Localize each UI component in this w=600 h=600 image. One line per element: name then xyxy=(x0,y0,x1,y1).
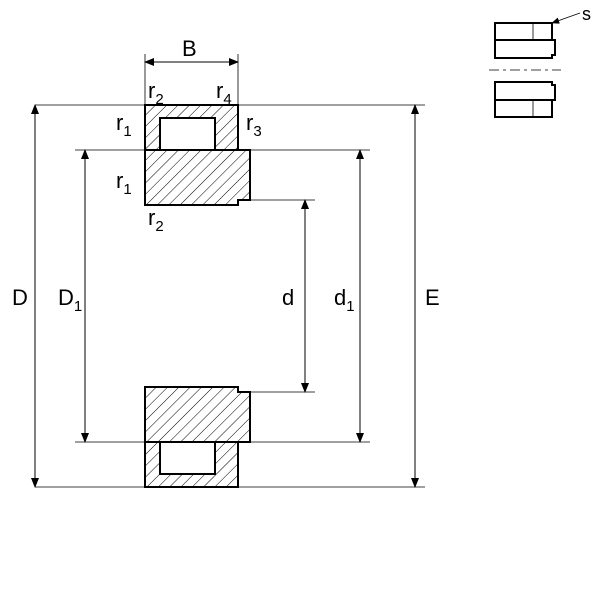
isometric-view: s xyxy=(489,4,591,117)
label-s: s xyxy=(582,4,591,24)
label-r2-mid: r2 xyxy=(148,205,164,235)
inner-ring-bottom xyxy=(145,387,250,442)
main-cross-section: B D D1 d d1 E r2 r4 r1 r3 xyxy=(12,36,440,487)
label-d: d xyxy=(282,285,294,310)
label-D1: D1 xyxy=(58,285,82,315)
roller-top xyxy=(160,118,215,150)
label-B: B xyxy=(182,36,197,61)
label-E: E xyxy=(425,285,440,310)
label-d1: d1 xyxy=(334,285,355,315)
label-r4: r4 xyxy=(216,78,232,108)
bearing-diagram: B D D1 d d1 E r2 r4 r1 r3 xyxy=(0,0,600,600)
label-r1-top: r1 xyxy=(116,110,132,140)
label-r3: r3 xyxy=(246,110,262,140)
label-r2-top: r2 xyxy=(148,78,164,108)
label-D: D xyxy=(12,285,28,310)
inner-ring-top xyxy=(145,150,250,205)
label-r1-mid: r1 xyxy=(116,168,132,198)
roller-bottom xyxy=(160,442,215,474)
